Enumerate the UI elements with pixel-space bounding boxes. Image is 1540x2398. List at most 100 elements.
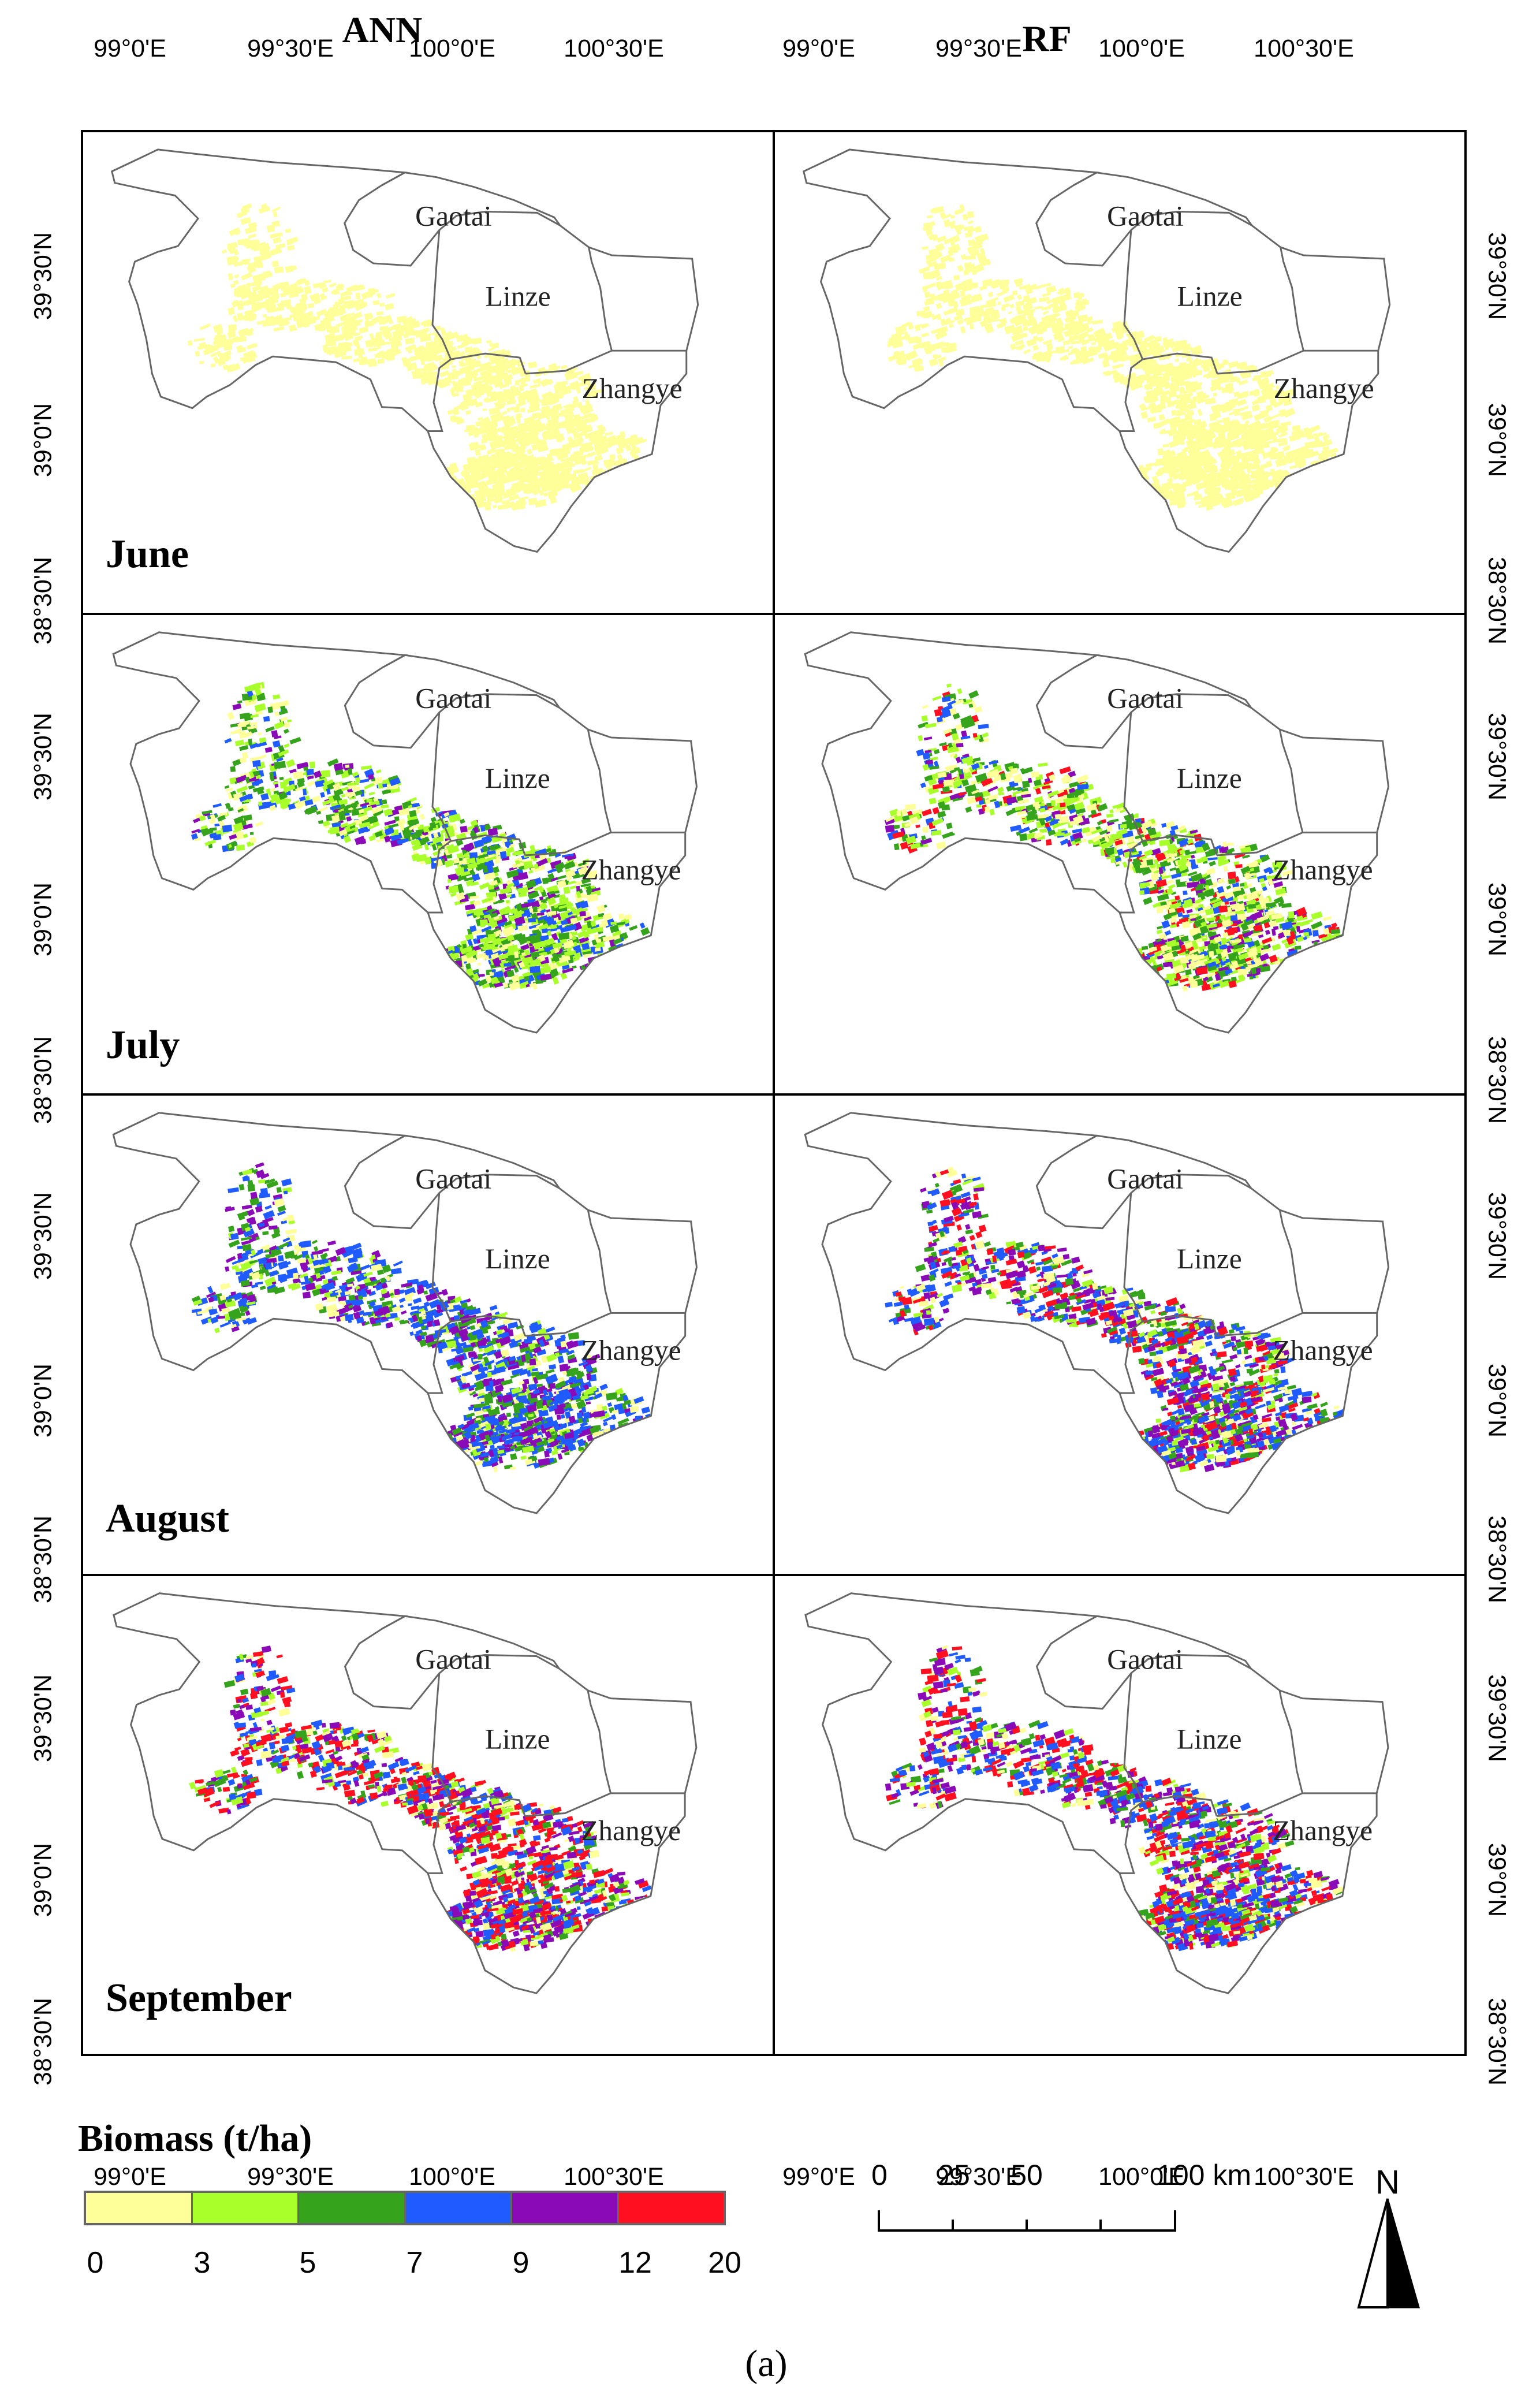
biomass-pixel-0-3 [947, 250, 954, 257]
biomass-pixel-0-3 [961, 278, 974, 287]
biomass-pixel-0-3 [497, 504, 507, 510]
biomass-pixel-0-3 [988, 292, 994, 297]
biomass-pixel-0-3 [1179, 393, 1188, 401]
biomass-pixel-5-7 [452, 967, 460, 973]
biomass-pixel-5-7 [1022, 780, 1030, 788]
biomass-pixel-0-3 [516, 498, 527, 507]
biomass-pixel-9-12 [579, 936, 590, 944]
biomass-pixel-0-3 [1094, 328, 1103, 334]
biomass-pixel-0-3 [1196, 392, 1207, 400]
biomass-pixel-0-3 [1015, 314, 1027, 323]
biomass-pixel-3-5 [233, 822, 244, 832]
biomass-pixel-3-5 [1039, 828, 1047, 833]
biomass-pixel-0-3 [950, 240, 955, 246]
biomass-pixel-0-3 [570, 917, 578, 924]
biomass-pixel-5-7 [490, 844, 499, 851]
biomass-pixel-0-3 [960, 297, 970, 306]
biomass-pixel-0-3 [935, 326, 949, 334]
biomass-pixel-9-12 [498, 892, 507, 900]
biomass-pixel-3-5 [309, 761, 315, 769]
biomass-pixel-12-20 [1042, 785, 1051, 790]
biomass-pixel-7-9 [209, 832, 218, 839]
biomass-pixel-0-3 [1192, 490, 1200, 499]
biomass-pixel-3-5 [549, 924, 557, 930]
biomass-pixel-3-5 [343, 835, 352, 843]
biomass-pixel-0-3 [443, 811, 450, 817]
lat-label-left: 38°30'N [29, 1997, 57, 2086]
biomass-pixel-0-3 [944, 219, 951, 228]
biomass-pixel-0-3 [979, 319, 987, 327]
biomass-pixel-0-3 [1088, 352, 1098, 357]
biomass-pixel-7-9 [326, 788, 331, 795]
biomass-pixel-0-3 [1136, 481, 1147, 488]
biomass-pixel-0-3 [580, 477, 590, 485]
biomass-pixel-0-3 [1015, 300, 1025, 307]
biomass-pixel-0-3 [329, 282, 337, 288]
biomass-pixel-0-3 [493, 929, 502, 937]
biomass-pixel-0-3 [1187, 386, 1196, 393]
biomass-pixel-0-3 [933, 294, 944, 301]
biomass-pixel-0-3 [982, 278, 993, 288]
biomass-pixel-0-3 [914, 365, 924, 373]
biomass-pixel-0-3 [1172, 347, 1181, 353]
biomass-pixel-5-7 [457, 944, 461, 948]
biomass-pixel-9-12 [460, 825, 468, 833]
biomass-pixel-0-3 [934, 354, 942, 360]
biomass-pixel-0-3 [508, 406, 519, 411]
biomass-pixel-0-3 [338, 829, 348, 836]
biomass-pixel-3-5 [322, 798, 334, 806]
biomass-pixel-5-7 [338, 814, 346, 821]
biomass-pixel-7-9 [590, 946, 595, 952]
biomass-pixel-0-3 [1172, 494, 1184, 503]
biomass-pixel-0-3 [489, 407, 500, 415]
biomass-pixel-0-3 [1280, 484, 1287, 492]
biomass-pixel-5-7 [475, 863, 486, 871]
biomass-pixel-0-3 [976, 240, 980, 246]
biomass-pixel-12-20 [959, 791, 967, 796]
biomass-pixel-0-3 [1229, 482, 1240, 492]
biomass-pixel-0-3 [1144, 367, 1157, 376]
biomass-pixel-0-3 [217, 352, 223, 358]
biomass-pixel-0-3 [1322, 446, 1330, 451]
biomass-pixel-0-3 [369, 333, 375, 340]
biomass-pixel-0-3 [225, 787, 233, 792]
biomass-pixel-0-3 [1193, 348, 1203, 356]
biomass-pixel-0-3 [475, 401, 483, 408]
biomass-pixel-0-3 [403, 333, 409, 338]
biomass-pixel-0-3 [502, 438, 510, 446]
biomass-pixel-0-3 [1169, 385, 1179, 392]
biomass-pixel-0-3 [1062, 340, 1071, 345]
biomass-pixel-0-3 [1278, 432, 1288, 438]
biomass-pixel-0-3 [269, 247, 282, 256]
biomass-pixel-0-3 [1310, 475, 1321, 484]
biomass-pixel-0-3 [1075, 300, 1084, 310]
biomass-pixel-0-3 [927, 270, 941, 280]
biomass-pixel-0-3 [530, 397, 538, 403]
biomass-pixel-0-3 [1270, 468, 1275, 475]
biomass-pixel-0-3 [506, 408, 511, 412]
biomass-pixel-0-3 [469, 442, 479, 449]
biomass-pixel-0-3 [489, 375, 502, 382]
biomass-pixel-0-3 [1236, 399, 1247, 407]
biomass-pixel-0-3 [368, 360, 377, 367]
biomass-pixel-3-5 [352, 771, 359, 777]
biomass-pixel-0-3 [1208, 433, 1217, 440]
biomass-pixel-0-3 [1186, 392, 1194, 398]
biomass-pixel-7-9 [252, 759, 261, 768]
biomass-pixel-3-5 [359, 821, 371, 828]
biomass-pixel-3-5 [243, 833, 248, 839]
biomass-pixel-0-3 [417, 345, 424, 353]
biomass-pixel-0-3 [439, 362, 449, 370]
biomass-pixel-0-3 [210, 814, 216, 821]
biomass-pixel-0-3 [928, 234, 935, 241]
lon-label-bottom: 99°30'E [935, 2163, 1022, 2191]
biomass-pixel-0-3 [1174, 358, 1179, 363]
biomass-pixel-3-5 [375, 769, 382, 774]
biomass-pixel-0-3 [1242, 427, 1247, 433]
biomass-pixel-7-9 [989, 760, 998, 765]
biomass-pixel-0-3 [322, 286, 329, 293]
biomass-pixel-0-3 [572, 400, 577, 407]
biomass-pixel-7-9 [255, 781, 260, 787]
biomass-pixel-0-3 [1229, 386, 1235, 392]
biomass-pixel-0-3 [1197, 409, 1203, 416]
